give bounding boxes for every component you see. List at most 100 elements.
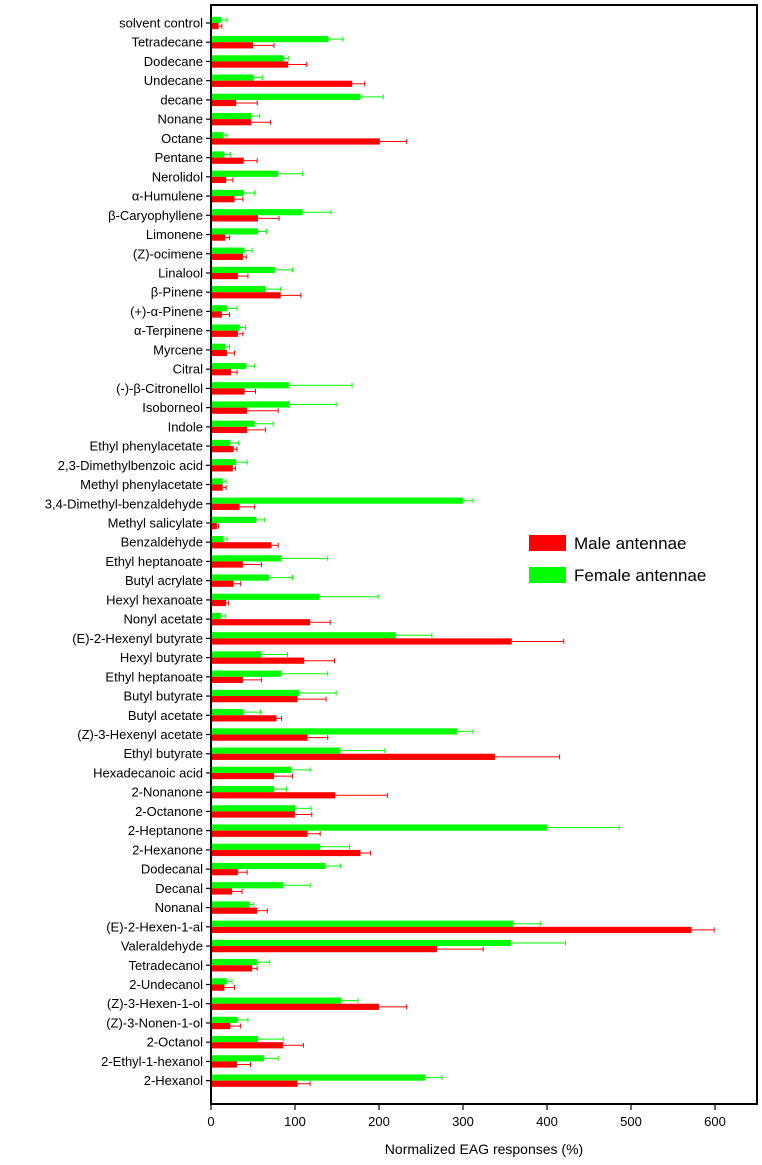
- male-bar: [211, 23, 219, 30]
- category-label: Undecane: [144, 73, 203, 88]
- category-label: Decanal: [155, 881, 203, 896]
- male-bar: [211, 138, 380, 145]
- x-tick-label: 400: [536, 1114, 558, 1129]
- category-label: Benzaldehyde: [121, 535, 203, 550]
- category-label: 2-Hexanol: [144, 1073, 203, 1088]
- female-bar: [211, 882, 284, 889]
- category-label: 2-Octanol: [147, 1035, 203, 1050]
- female-bar: [211, 132, 224, 139]
- male-bar: [211, 811, 295, 818]
- x-tick-label: 200: [368, 1114, 390, 1129]
- male-bar: [211, 234, 226, 241]
- category-label: Butyl acetate: [128, 708, 203, 723]
- female-bar: [211, 151, 225, 158]
- male-bar: [211, 619, 311, 626]
- male-bar: [211, 792, 336, 799]
- male-bar: [211, 426, 248, 434]
- female-bar: [211, 16, 222, 23]
- category-label: Indole: [168, 419, 203, 434]
- category-label: Dodecanal: [141, 862, 203, 877]
- category-label: Hexadecanoic acid: [93, 765, 203, 780]
- male-bar: [211, 753, 495, 760]
- category-label: Myrcene: [153, 342, 203, 357]
- female-bar: [211, 1074, 426, 1081]
- male-legend-swatch: [529, 535, 566, 551]
- male-bar: [211, 1022, 231, 1030]
- female-bar: [211, 478, 223, 485]
- female-bar: [211, 497, 463, 504]
- female-bar: [211, 93, 361, 100]
- male-bar: [211, 965, 253, 972]
- x-tick-label: 500: [620, 1114, 642, 1129]
- female-bar: [211, 459, 237, 466]
- category-label: Ethyl heptanoate: [105, 554, 203, 569]
- female-bar: [211, 112, 252, 120]
- male-bar: [211, 580, 234, 587]
- male-bar: [211, 734, 308, 741]
- female-bar: [211, 997, 342, 1004]
- female-bar: [211, 651, 262, 658]
- female-bar: [211, 439, 231, 447]
- category-label: Nonyl acetate: [124, 612, 204, 627]
- male-bar: [211, 330, 238, 337]
- bars-layer: [211, 16, 715, 1087]
- male-bar: [211, 1080, 298, 1087]
- female-bar: [211, 574, 269, 581]
- male-bar: [211, 484, 223, 491]
- male-bar: [211, 503, 240, 510]
- category-label: Ethyl phenylacetate: [90, 439, 203, 454]
- category-label: Valeraldehyde: [121, 939, 203, 954]
- female-bar: [211, 862, 326, 870]
- male-bar: [211, 599, 227, 607]
- female-bar: [211, 36, 329, 43]
- male-bar: [211, 215, 259, 222]
- male-bar: [211, 830, 308, 837]
- male-legend-label: Male antennae: [574, 534, 686, 553]
- male-bar: [211, 715, 277, 722]
- male-bar: [211, 119, 252, 126]
- female-bar: [211, 939, 511, 947]
- category-label: 3,4-Dimethyl-benzaldehyde: [45, 496, 203, 511]
- female-bar: [211, 959, 258, 966]
- female-bar: [211, 824, 547, 831]
- x-tick-label: 300: [452, 1114, 474, 1129]
- female-bar: [211, 901, 250, 908]
- male-bar: [211, 984, 225, 991]
- male-bar: [211, 176, 227, 184]
- category-label: Ethyl butyrate: [124, 746, 204, 761]
- female-bar: [211, 401, 290, 408]
- female-bar: [211, 343, 226, 350]
- male-bar: [211, 407, 248, 414]
- category-label: Butyl butyrate: [124, 689, 204, 704]
- category-label: (+)-α-Pinene: [130, 304, 203, 319]
- female-bar: [211, 709, 244, 716]
- category-label: 2-Octanone: [135, 804, 203, 819]
- female-bar: [211, 1016, 238, 1023]
- female-bar: [211, 74, 254, 81]
- male-bar: [211, 253, 243, 260]
- x-axis-title: Normalized EAG responses (%): [385, 1141, 583, 1157]
- female-legend-swatch: [529, 567, 566, 583]
- male-bar: [211, 1061, 238, 1068]
- male-bar: [211, 99, 237, 107]
- male-bar: [211, 61, 289, 68]
- category-label: β-Caryophyllene: [108, 208, 203, 223]
- female-bar: [211, 170, 279, 177]
- category-label: Methyl phenylacetate: [80, 477, 203, 492]
- male-bar: [211, 42, 253, 49]
- male-bar: [211, 542, 272, 549]
- male-bar: [211, 888, 232, 895]
- female-bar: [211, 247, 245, 254]
- female-bar: [211, 612, 222, 620]
- female-bar: [211, 747, 341, 754]
- male-bar: [211, 522, 217, 530]
- x-tick-label: 100: [284, 1114, 306, 1129]
- female-bar: [211, 324, 240, 331]
- male-bar: [211, 676, 243, 684]
- male-bar: [211, 946, 437, 953]
- male-bar: [211, 849, 361, 857]
- x-tick-label: 600: [704, 1114, 726, 1129]
- category-label: Pentane: [155, 150, 203, 165]
- category-label: Dodecane: [144, 54, 203, 69]
